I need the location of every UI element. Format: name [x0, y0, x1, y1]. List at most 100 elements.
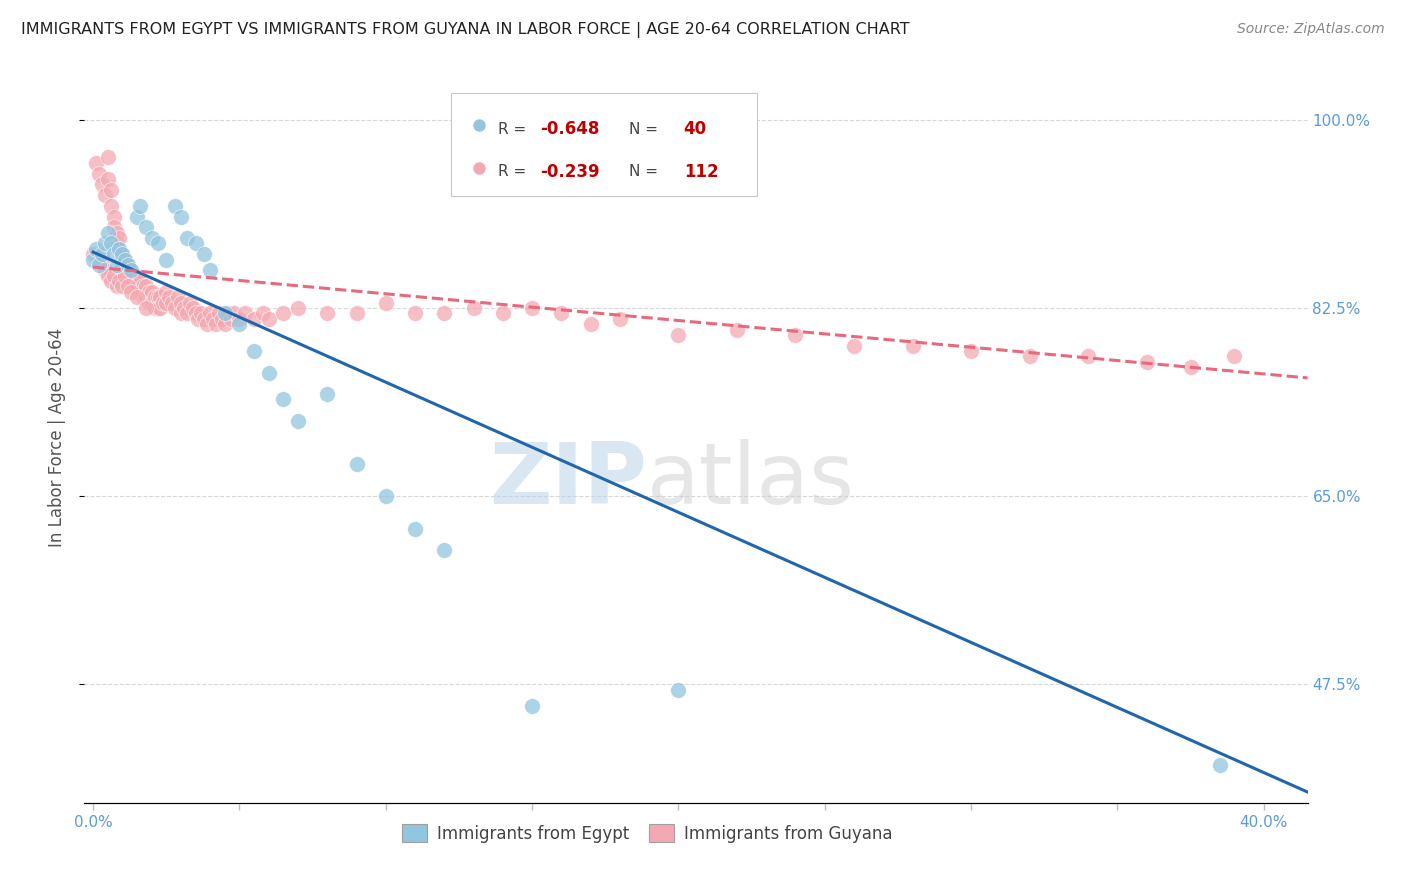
Point: [103, 210, 125, 224]
Point: [1209, 758, 1232, 772]
Point: [195, 317, 218, 331]
Point: [100, 183, 122, 197]
Point: [609, 311, 631, 326]
Point: [155, 285, 177, 299]
Point: [374, 489, 396, 503]
Point: [135, 279, 157, 293]
Point: [176, 231, 198, 245]
Point: [111, 247, 134, 261]
Point: [176, 306, 198, 320]
Point: [100, 274, 122, 288]
Point: [184, 236, 207, 251]
Point: [214, 306, 236, 320]
Point: [135, 301, 157, 315]
Point: [785, 327, 807, 342]
Text: IMMIGRANTS FROM EGYPT VS IMMIGRANTS FROM GUYANA IN LABOR FORCE | AGE 20-64 CORRE: IMMIGRANTS FROM EGYPT VS IMMIGRANTS FROM…: [21, 22, 910, 38]
Point: [165, 301, 187, 315]
Point: [117, 268, 139, 283]
Text: 40: 40: [683, 120, 707, 138]
Point: [202, 311, 225, 326]
Point: [105, 258, 128, 272]
Point: [122, 279, 145, 293]
Point: [149, 290, 172, 304]
Point: [222, 306, 245, 320]
Text: Source: ZipAtlas.com: Source: ZipAtlas.com: [1237, 22, 1385, 37]
Text: ZIP: ZIP: [489, 440, 647, 523]
FancyBboxPatch shape: [451, 94, 758, 195]
Point: [120, 285, 142, 299]
Point: [316, 306, 339, 320]
Point: [143, 290, 166, 304]
Point: [193, 311, 215, 326]
Point: [94, 188, 117, 202]
Point: [167, 290, 190, 304]
Point: [668, 327, 690, 342]
Point: [205, 317, 228, 331]
Point: [725, 322, 748, 336]
Point: [157, 290, 180, 304]
Point: [155, 295, 177, 310]
Point: [129, 285, 152, 299]
Point: [111, 247, 134, 261]
Point: [90, 252, 112, 267]
Point: [120, 274, 142, 288]
Point: [211, 311, 233, 326]
Point: [1180, 360, 1202, 375]
Point: [125, 268, 148, 283]
Point: [181, 301, 204, 315]
Point: [1077, 350, 1099, 364]
Point: [492, 306, 515, 320]
Point: [433, 306, 456, 320]
Point: [103, 220, 125, 235]
Point: [960, 344, 983, 359]
Point: [287, 414, 309, 428]
Point: [374, 295, 396, 310]
Point: [146, 290, 169, 304]
Point: [132, 290, 155, 304]
Point: [165, 199, 187, 213]
Point: [117, 279, 139, 293]
Point: [287, 301, 309, 315]
Point: [252, 306, 274, 320]
Point: [108, 231, 131, 245]
Point: [141, 295, 163, 310]
Point: [901, 338, 924, 352]
Point: [152, 295, 174, 310]
Text: N =: N =: [628, 121, 662, 136]
Point: [187, 311, 209, 326]
Point: [520, 698, 543, 713]
Point: [228, 311, 250, 326]
Point: [103, 247, 125, 261]
Point: [179, 295, 201, 310]
Point: [579, 317, 602, 331]
Point: [117, 258, 139, 272]
Point: [219, 311, 242, 326]
Point: [108, 242, 131, 256]
Point: [87, 167, 110, 181]
Point: [257, 366, 280, 380]
Point: [190, 306, 212, 320]
Point: [273, 306, 295, 320]
Point: [146, 236, 169, 251]
Point: [125, 279, 148, 293]
Point: [184, 306, 207, 320]
Point: [138, 285, 160, 299]
Y-axis label: In Labor Force | Age 20-64: In Labor Force | Age 20-64: [48, 327, 66, 547]
Text: atlas: atlas: [647, 440, 855, 523]
Point: [129, 274, 152, 288]
Point: [1028, 255, 1050, 269]
Point: [1136, 355, 1159, 369]
Point: [273, 392, 295, 407]
Point: [243, 311, 266, 326]
Point: [170, 295, 193, 310]
Point: [170, 306, 193, 320]
Point: [143, 301, 166, 315]
Point: [141, 231, 163, 245]
Text: -0.239: -0.239: [541, 163, 600, 181]
Point: [520, 301, 543, 315]
Point: [346, 457, 368, 471]
Point: [82, 252, 104, 267]
Point: [198, 263, 221, 277]
Point: [100, 199, 122, 213]
Text: R =: R =: [498, 121, 531, 136]
